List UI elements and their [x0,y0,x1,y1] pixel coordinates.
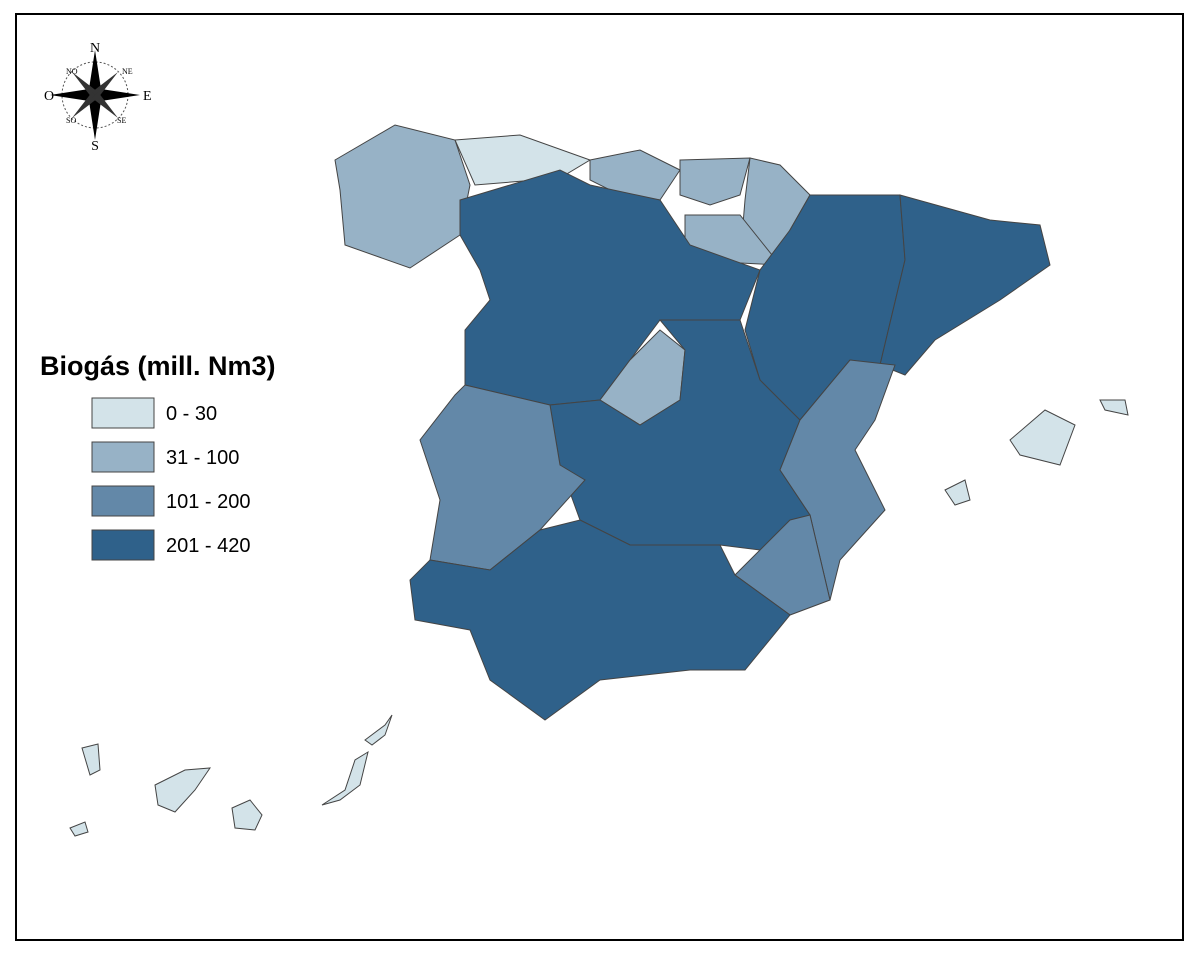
legend-label: 201 - 420 [166,535,251,557]
region [1099,399,1129,416]
compass-point [92,72,118,98]
compass-label: SE [117,116,126,125]
region [409,519,791,721]
compass-point [72,72,98,98]
compass-label: S [91,139,99,154]
region [364,714,393,746]
compass-point [92,92,118,118]
compass-point [89,95,101,140]
legend-swatch [91,485,155,517]
region [944,479,971,506]
legend-label: 31 - 100 [166,447,239,469]
compass-point [95,89,140,101]
compass-label: E [143,89,152,104]
legend-label: 0 - 30 [166,403,217,425]
region [81,743,101,776]
region [779,359,896,601]
compass-label: N [90,41,100,56]
legend-swatch [91,397,155,429]
compass-rose: N S E O NE NO SE SO [44,41,152,154]
legend-label: 101 - 200 [166,491,251,513]
compass-point [72,92,98,118]
regions [69,124,1129,837]
region [69,821,89,837]
compass-point [50,89,95,101]
region [879,194,1051,376]
legend-title: Biogás (mill. Nm3) [40,351,276,381]
compass-label: NE [122,67,133,76]
region [1009,409,1076,466]
region [321,750,369,806]
legend-swatch [91,529,155,561]
region [154,767,212,813]
legend-swatch [91,441,155,473]
compass-point [89,50,101,95]
legend: 0 - 30 31 - 100 101 - 200 201 - 420 [91,397,251,561]
region [231,799,263,831]
region [679,157,751,206]
compass-label: NO [66,67,78,76]
compass-label: SO [66,116,76,125]
compass-label: O [44,89,54,104]
